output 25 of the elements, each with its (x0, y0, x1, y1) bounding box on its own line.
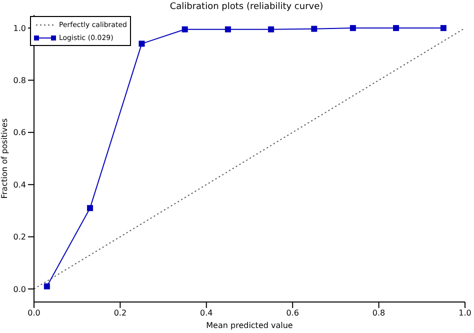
y-tick-label: 0.6 (13, 128, 26, 138)
point (87, 205, 94, 212)
y-tick-label: 0.8 (13, 76, 26, 86)
point (311, 26, 318, 32)
x-axis-title: Mean predicted value (206, 321, 293, 330)
y-tick-label: 0.2 (13, 232, 26, 242)
point (44, 283, 50, 290)
point (268, 26, 274, 32)
point (350, 25, 356, 32)
x-tick-label: 0.2 (114, 308, 127, 318)
point (182, 26, 188, 32)
point (138, 40, 145, 47)
y-tick-label: 1.0 (13, 24, 26, 33)
x-tick-label: 0.6 (286, 308, 299, 318)
x-tick-label: 1.0 (458, 308, 472, 318)
point (224, 26, 231, 32)
y-tick-label: 0.0 (13, 284, 26, 294)
point (440, 25, 446, 32)
y-axis-title: Fraction of positives (0, 118, 9, 199)
x-tick-label: 0.0 (28, 308, 40, 318)
x-tick-label: 0.4 (200, 308, 213, 318)
chart-title: Calibration plots (reliability curve) (168, 2, 324, 12)
point (393, 25, 400, 32)
x-tick-label: 0.8 (372, 308, 386, 318)
y-tick-label: 0.4 (13, 180, 26, 190)
